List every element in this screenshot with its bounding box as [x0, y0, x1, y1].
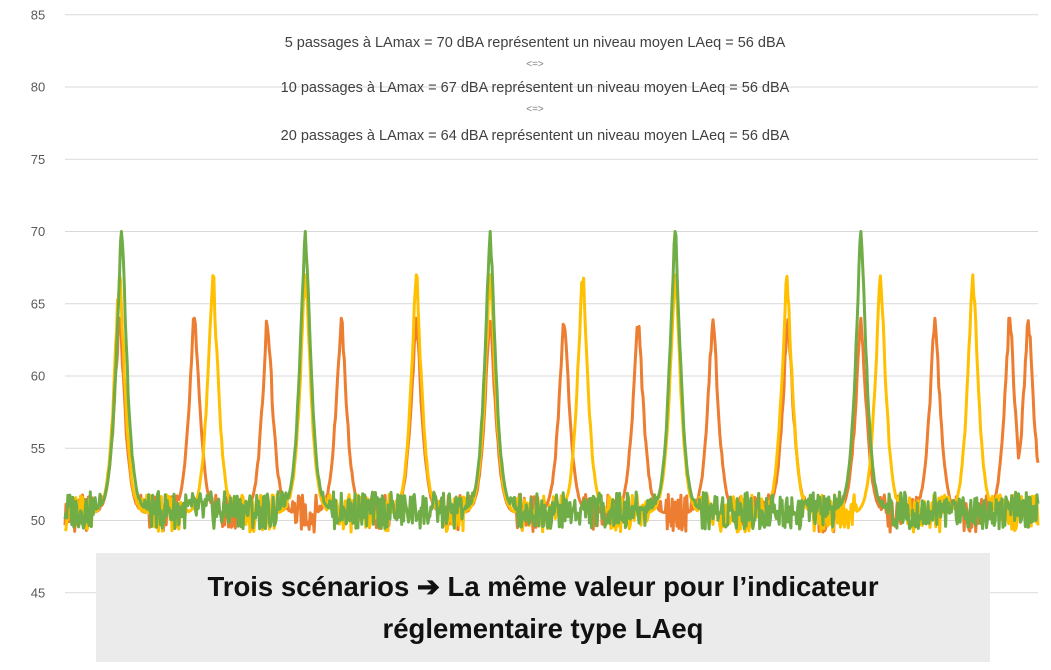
annotation-line: 5 passages à LAmax = 70 dBA représentent…: [285, 35, 786, 51]
y-tick-label: 85: [31, 7, 45, 22]
y-tick-label: 75: [31, 152, 45, 167]
caption-line-2: réglementaire type LAeq: [382, 612, 704, 644]
y-tick-label: 50: [31, 513, 45, 528]
y-tick-label: 45: [31, 585, 45, 600]
annotation-equivalence: <=>: [526, 59, 544, 70]
annotation-equivalence: <=>: [526, 104, 544, 115]
annotation-line: 20 passages à LAmax = 64 dBA représenten…: [281, 128, 790, 144]
y-tick-label: 55: [31, 441, 45, 456]
caption-line-1: Trois scénarios ➔ La même valeur pour l’…: [207, 570, 879, 602]
y-tick-label: 70: [31, 224, 45, 239]
y-tick-label: 60: [31, 369, 45, 384]
y-axis-ticks: 45 50 55 60 65 70 75 80 85: [31, 7, 45, 600]
caption-box: Trois scénarios ➔ La même valeur pour l’…: [96, 553, 990, 662]
y-tick-label: 65: [31, 296, 45, 311]
y-tick-label: 80: [31, 80, 45, 95]
series-line: [63, 230, 1040, 531]
annotation-line: 10 passages à LAmax = 67 dBA représenten…: [281, 80, 790, 96]
series-lines: [63, 230, 1040, 534]
annotations: 5 passages à LAmax = 70 dBA représentent…: [281, 35, 790, 144]
